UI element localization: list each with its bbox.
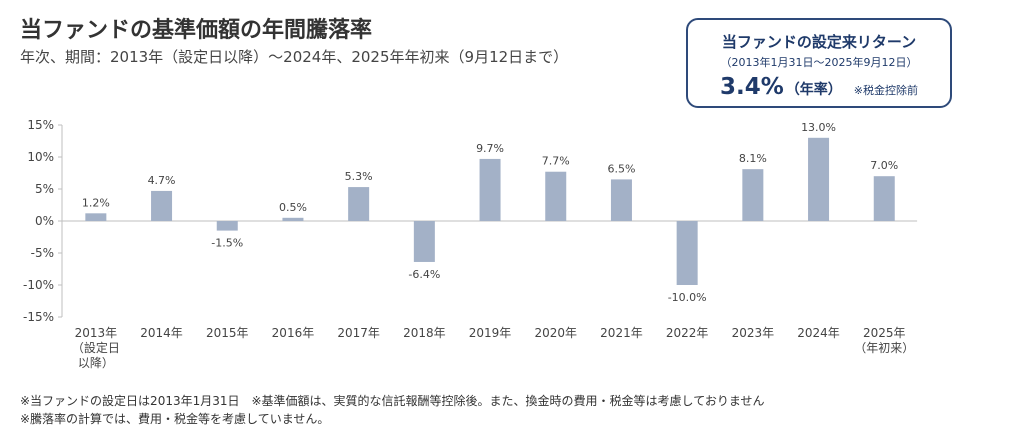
x-tick-label: 2021年: [600, 326, 643, 340]
return-box-title: 当ファンドの設定来リターン: [721, 33, 917, 51]
y-tick-label: -5%: [31, 246, 54, 260]
bar: [216, 221, 238, 231]
y-tick-label: 0%: [35, 214, 54, 228]
bar: [610, 179, 632, 221]
bar: [413, 221, 435, 262]
return-value: 3.4%: [719, 74, 784, 100]
x-tick-label: 2024年: [797, 326, 840, 340]
x-tick-label: 2025年: [863, 326, 906, 340]
bar-value-label: 6.5%: [607, 162, 635, 175]
x-tick-label: 2016年: [272, 326, 315, 340]
x-tick-label: 2019年: [469, 326, 512, 340]
bar: [545, 171, 567, 221]
bar: [85, 213, 107, 221]
footnotes: ※当ファンドの設定日は2013年1月31日 ※基準価額は、実質的な信託報酬等控除…: [20, 392, 764, 428]
bar-value-label: -6.4%: [408, 268, 440, 281]
bar-value-label: 4.7%: [148, 174, 176, 187]
chart-subtitle: 年次、期間：2013年（設定日以降）～2024年、2025年年初来（9月12日ま…: [20, 48, 569, 66]
y-tick-label: -10%: [23, 278, 54, 292]
bar: [282, 217, 304, 221]
bar-value-label: 8.1%: [739, 152, 767, 165]
bar: [742, 169, 764, 221]
bar-value-label: 9.7%: [476, 142, 504, 155]
bar: [676, 221, 698, 285]
bar-value-label: 7.7%: [542, 155, 570, 168]
y-tick-label: 5%: [35, 182, 54, 196]
bar: [808, 137, 830, 221]
return-summary-box: 当ファンドの設定来リターン （2013年1月31日～2025年9月12日） 3.…: [686, 18, 952, 108]
return-box-period: （2013年1月31日～2025年9月12日）: [720, 56, 918, 69]
bar: [873, 176, 895, 221]
x-tick-label: 2018年: [403, 326, 446, 340]
x-tick-label: 2020年: [534, 326, 577, 340]
bar: [151, 190, 173, 221]
bar-value-label: 5.3%: [345, 170, 373, 183]
x-tick-label: 2022年: [666, 326, 709, 340]
x-tick-label: 2014年: [140, 326, 183, 340]
x-tick-label: （設定日: [72, 340, 120, 355]
bar: [479, 158, 501, 221]
return-unit: （年率）: [785, 82, 842, 98]
x-tick-label: （年初来）: [854, 341, 914, 355]
x-tick-label: 2023年: [732, 326, 775, 340]
bar: [348, 187, 370, 221]
footnote-line: ※騰落率の計算では、費用・税金等を考慮していません。: [20, 412, 330, 426]
bar-value-label: 1.2%: [82, 196, 110, 209]
x-tick-label: 2015年: [206, 326, 249, 340]
x-tick-label: 2013年: [75, 326, 118, 340]
bar-value-label: 13.0%: [801, 121, 836, 134]
bar-value-label: 0.5%: [279, 201, 307, 214]
footnote-line: ※当ファンドの設定日は2013年1月31日 ※基準価額は、実質的な信託報酬等控除…: [20, 394, 765, 408]
return-note: ※税金控除前: [853, 84, 918, 97]
bar-value-label: -10.0%: [668, 291, 707, 304]
bar-chart: 15% 10% 5% 0% -5% -10% -15% 1.2% 2013年（設定日以降） 4.7…: [23, 118, 918, 370]
x-tick-label: 以降）: [78, 356, 114, 370]
chart-title: 当ファンドの基準価額の年間騰落率: [20, 18, 373, 43]
bar-value-label: -1.5%: [211, 237, 243, 250]
x-tick-label: 2017年: [337, 326, 380, 340]
return-box-value-row: 3.4% （年率） ※税金控除前: [688, 74, 950, 100]
y-tick-label: -15%: [23, 310, 54, 324]
bar-value-label: 7.0%: [870, 159, 898, 172]
y-tick-label: 15%: [27, 118, 54, 132]
y-tick-label: 10%: [27, 150, 54, 164]
